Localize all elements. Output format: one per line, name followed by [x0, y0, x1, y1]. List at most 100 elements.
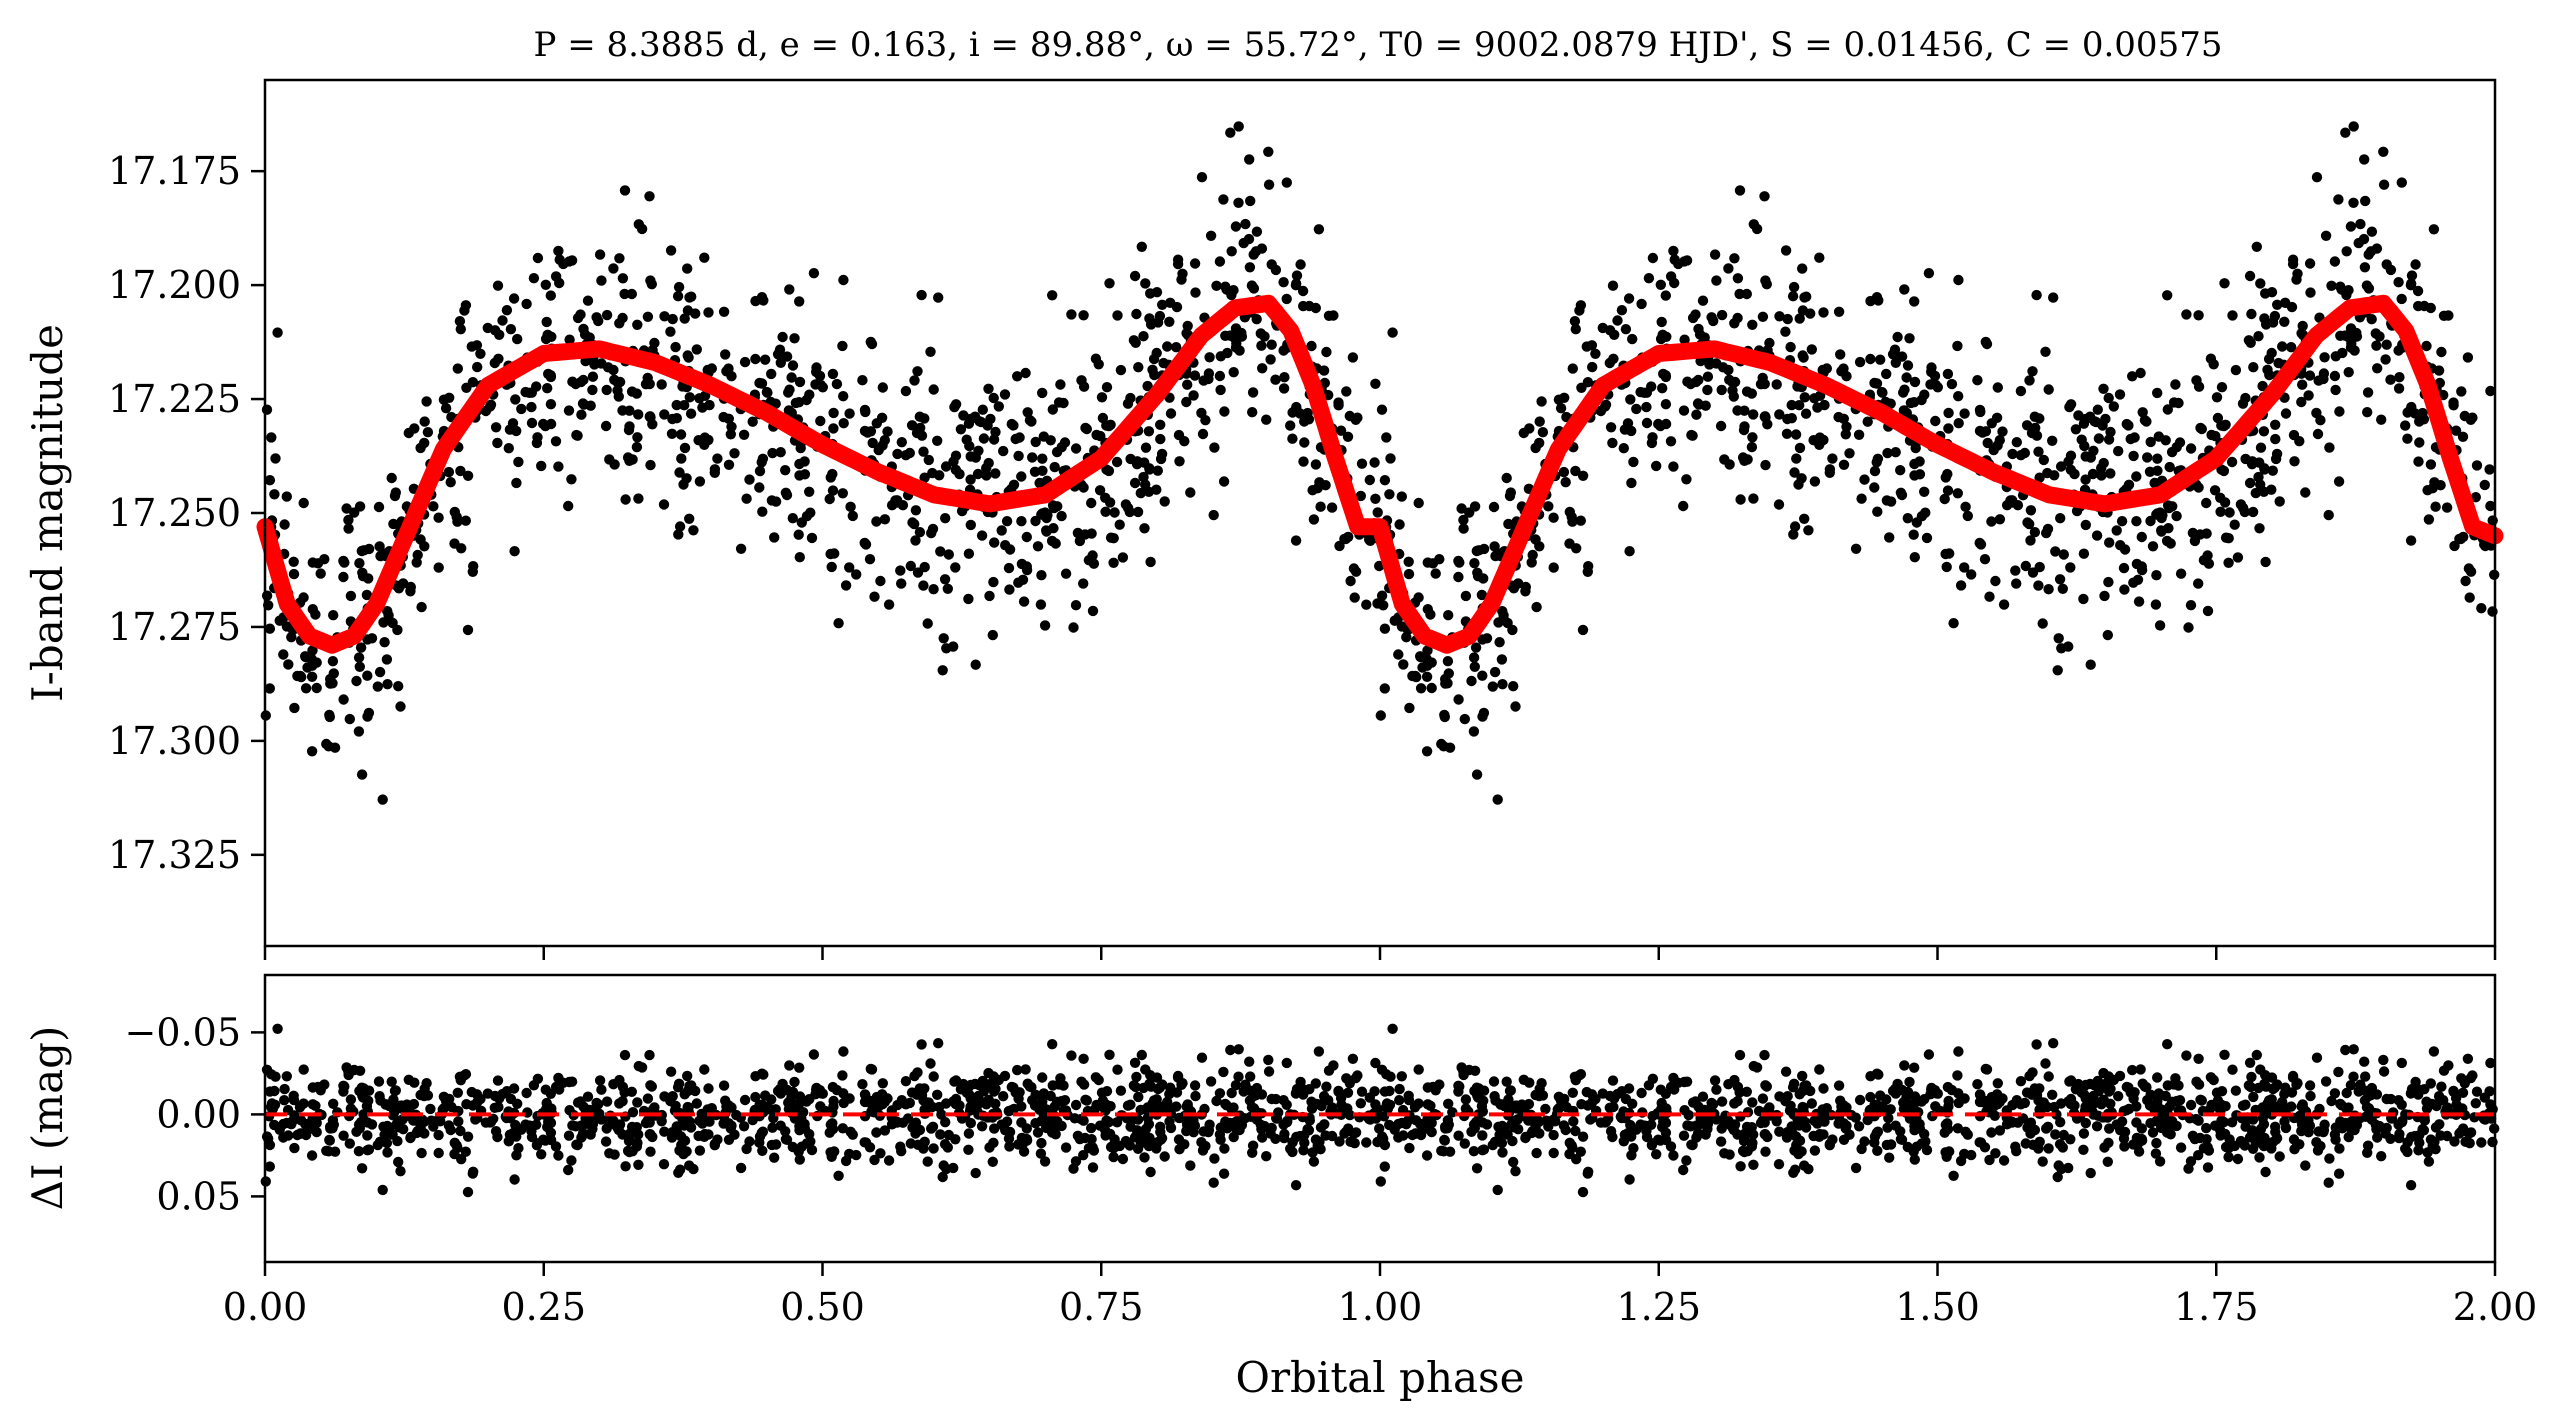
- observed-point: [2421, 340, 2432, 352]
- observed-point: [264, 475, 276, 486]
- observed-point: [1060, 568, 1072, 579]
- observed-point: [444, 392, 455, 403]
- observed-point: [1076, 375, 1087, 386]
- observed-point: [744, 474, 755, 485]
- residual-point: [1056, 1095, 1067, 1107]
- residual-point: [545, 1117, 557, 1129]
- observed-point: [2402, 433, 2413, 444]
- observed-point: [475, 348, 486, 359]
- observed-point: [1145, 556, 1156, 568]
- observed-point: [1155, 433, 1166, 445]
- observed-point: [2096, 462, 2107, 474]
- residual-point: [964, 1089, 975, 1101]
- observed-point: [2229, 519, 2240, 530]
- observed-point: [338, 694, 349, 705]
- observed-point: [310, 609, 321, 620]
- residual-point: [1930, 1101, 1941, 1112]
- observed-point: [1256, 340, 1267, 351]
- residual-point: [1035, 1148, 1047, 1159]
- observed-point: [300, 683, 312, 694]
- observed-point: [1876, 386, 1888, 398]
- observed-point: [2296, 396, 2307, 408]
- residual-point: [545, 1088, 556, 1100]
- observed-point: [1838, 459, 1850, 470]
- residual-point: [1881, 1094, 1892, 1105]
- observed-point: [1739, 421, 1750, 432]
- observed-point: [1334, 540, 1345, 552]
- observed-point: [1335, 425, 1347, 436]
- observed-point: [2266, 287, 2278, 298]
- observed-point: [2226, 456, 2238, 468]
- residual-point: [1808, 1130, 1819, 1142]
- residual-point: [1458, 1066, 1469, 1078]
- observed-point: [685, 408, 697, 419]
- residual-point: [2372, 1132, 2383, 1143]
- residual-point: [1000, 1125, 1011, 1136]
- residual-point: [261, 1131, 273, 1142]
- observed-point: [1790, 429, 1802, 440]
- observed-point: [593, 315, 604, 327]
- residual-point: [2280, 1122, 2292, 1134]
- residual-point: [1715, 1136, 1727, 1147]
- residual-point: [1012, 1064, 1023, 1076]
- observed-point: [1618, 443, 1630, 454]
- residual-point: [1454, 1081, 1465, 1092]
- observed-point: [2305, 287, 2316, 298]
- observed-point: [1225, 127, 1236, 138]
- observed-point: [516, 403, 527, 415]
- residual-point: [1045, 1090, 1056, 1102]
- residual-point: [1037, 1096, 1048, 1107]
- residual-point: [1986, 1127, 1997, 1138]
- residual-point: [475, 1093, 486, 1105]
- observed-point: [1278, 345, 1289, 356]
- residual-point: [1316, 1100, 1327, 1112]
- residual-point: [1509, 1100, 1521, 1112]
- observed-point: [582, 295, 594, 306]
- x-axis-label: Orbital phase: [1236, 1353, 1525, 1402]
- observed-point: [1172, 254, 1184, 265]
- observed-point: [965, 413, 976, 425]
- residual-point: [2343, 1102, 2354, 1113]
- residual-point: [1916, 1138, 1928, 1149]
- observed-point: [2230, 364, 2242, 376]
- observed-point: [1534, 541, 1545, 552]
- observed-point: [1263, 146, 1274, 157]
- residual-point: [731, 1109, 742, 1121]
- residual-point: [1131, 1071, 1142, 1083]
- observed-point: [2181, 309, 2192, 320]
- observed-point: [1657, 383, 1668, 394]
- observed-point: [766, 368, 777, 380]
- residual-point: [1854, 1094, 1866, 1106]
- observed-point: [1944, 548, 1955, 559]
- observed-point: [2360, 195, 2371, 207]
- observed-point: [2042, 523, 2054, 535]
- observed-point: [859, 537, 870, 549]
- residual-point: [2296, 1101, 2307, 1112]
- observed-point: [2485, 500, 2496, 512]
- residual-point: [467, 1168, 478, 1179]
- residual-point: [804, 1094, 815, 1105]
- observed-point: [1027, 452, 1038, 463]
- observed-point: [2251, 241, 2262, 252]
- observed-point: [1702, 371, 1714, 382]
- observed-point: [754, 465, 766, 477]
- residual-point: [2202, 1142, 2213, 1153]
- residual-point: [1257, 1132, 1268, 1143]
- observed-point: [1218, 476, 1230, 487]
- observed-point: [1892, 331, 1903, 343]
- residual-point: [2462, 1053, 2474, 1065]
- observed-point: [828, 423, 839, 434]
- observed-point: [266, 432, 277, 443]
- residual-point: [393, 1156, 404, 1168]
- observed-point: [2183, 622, 2194, 633]
- residual-point: [1243, 1085, 1255, 1096]
- observed-point: [328, 668, 339, 679]
- observed-point: [493, 353, 504, 364]
- residual-point: [2152, 1096, 2163, 1107]
- observed-point: [2055, 513, 2066, 524]
- observed-point: [1531, 601, 1542, 613]
- residual-point: [1136, 1049, 1148, 1061]
- observed-point: [2079, 440, 2090, 452]
- observed-point: [1841, 371, 1852, 382]
- residual-point: [2042, 1121, 2054, 1133]
